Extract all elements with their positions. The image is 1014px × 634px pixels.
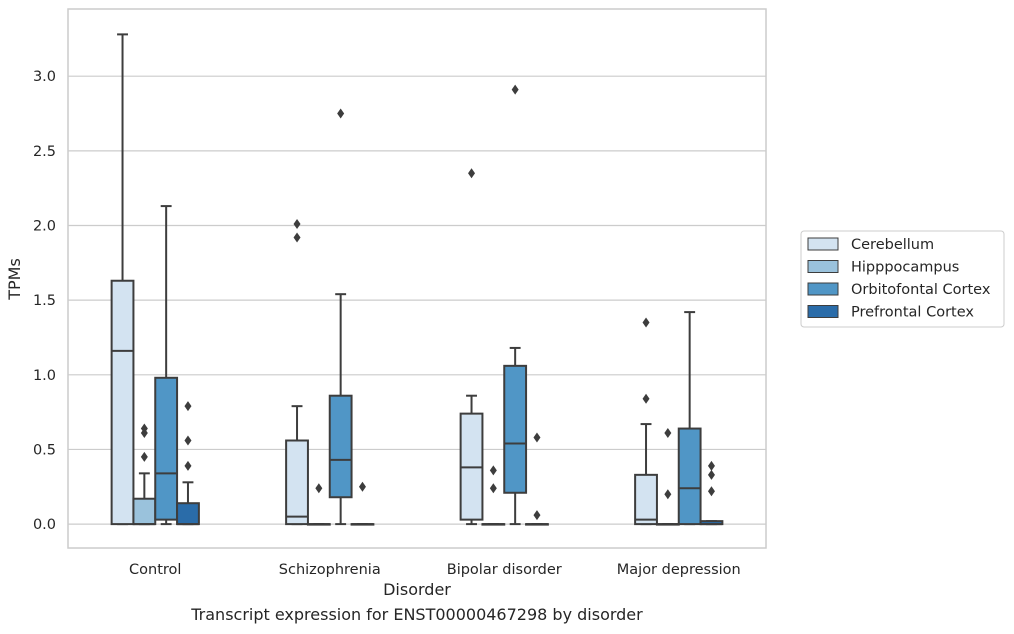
y-tick-label: 1.0	[33, 368, 56, 384]
outlier-point	[533, 510, 541, 521]
y-tick-label: 3.0	[33, 69, 56, 85]
outlier-point	[184, 460, 192, 471]
legend-label: Hipppocampus	[851, 260, 959, 276]
y-tick-label: 0.5	[33, 442, 56, 458]
y-tick-labels: 0.0 0.5 1.0 1.5 2.0 2.5 3.0	[33, 69, 56, 533]
outlier-point	[511, 84, 519, 95]
iqr-box	[154, 376, 179, 521]
iqr-box	[176, 502, 200, 526]
y-tick-label: 2.0	[33, 218, 56, 234]
legend-label: Cerebellum	[851, 237, 934, 253]
outlier-point	[642, 317, 650, 328]
box-3-1	[655, 428, 680, 526]
outlier-point	[315, 483, 323, 494]
legend-swatch	[807, 282, 839, 296]
x-tick-label: Schizophrenia	[279, 562, 381, 578]
legend-label: Orbitofontal Cortex	[851, 282, 991, 298]
box-0-1	[132, 423, 157, 526]
x-tick-labels: Control Schizophrenia Bipolar disorder Majo…	[129, 562, 741, 578]
outlier-point	[184, 435, 192, 446]
y-tick-label: 2.5	[33, 144, 56, 160]
x-tick-label: Bipolar disorder	[447, 562, 562, 578]
outlier-point	[293, 219, 301, 230]
x-axis-label: Disorder	[383, 580, 451, 599]
box-2-3	[525, 432, 549, 526]
y-tick-label: 0.0	[33, 517, 56, 533]
outlier-point	[707, 486, 715, 497]
box-3-3	[699, 460, 724, 526]
box-1-3	[350, 481, 375, 526]
plot-frame	[67, 8, 767, 549]
outlier-point	[533, 432, 541, 443]
chart-caption: Transcript expression for ENST0000046729…	[191, 605, 643, 624]
box-3-0	[634, 317, 658, 526]
box-0-0	[110, 33, 135, 526]
box-1-0	[285, 219, 309, 526]
box-3-2	[677, 311, 702, 526]
outlier-point	[707, 460, 715, 471]
outlier-point	[358, 481, 366, 492]
box-1-1	[306, 483, 331, 526]
boxes	[110, 33, 724, 526]
iqr-box	[132, 497, 157, 526]
box-0-2	[154, 205, 179, 526]
iqr-box	[677, 427, 702, 526]
iqr-box	[328, 394, 353, 499]
outlier-point	[489, 483, 497, 494]
x-tick-label: Major depression	[617, 562, 741, 578]
legend-label: Prefrontal Cortex	[851, 305, 974, 321]
box-2-0	[459, 168, 484, 526]
iqr-box	[110, 279, 135, 526]
outlier-point	[140, 423, 148, 434]
box-2-2	[503, 84, 528, 526]
iqr-box	[634, 473, 658, 526]
legend-frame	[800, 230, 1005, 328]
y-axis-label: TPMs	[5, 258, 24, 301]
outlier-point	[184, 401, 192, 412]
iqr-box	[503, 364, 528, 494]
outlier-point	[642, 393, 650, 404]
outlier-point	[664, 428, 672, 439]
box-1-2	[328, 108, 353, 526]
outlier-point	[707, 469, 715, 480]
box-2-1	[481, 465, 506, 526]
legend-swatch	[807, 260, 839, 273]
legend-swatch	[807, 305, 839, 318]
y-tick-label: 1.5	[33, 293, 56, 309]
box-0-3	[176, 401, 200, 526]
grid-lines	[68, 75, 766, 525]
outlier-point	[468, 168, 476, 179]
x-tick-label: Control	[129, 562, 181, 578]
outlier-point	[337, 108, 345, 119]
outlier-point	[293, 232, 301, 243]
outlier-point	[664, 489, 672, 500]
legend-entries: Cerebellum Hipppocampus Orbitofontal Corte…	[807, 237, 991, 321]
outlier-point	[489, 465, 497, 476]
legend-swatch	[807, 237, 839, 251]
outlier-point	[140, 451, 148, 462]
legend: Cerebellum Hipppocampus Orbitofontal Corte…	[800, 230, 1005, 328]
iqr-box	[285, 439, 309, 526]
